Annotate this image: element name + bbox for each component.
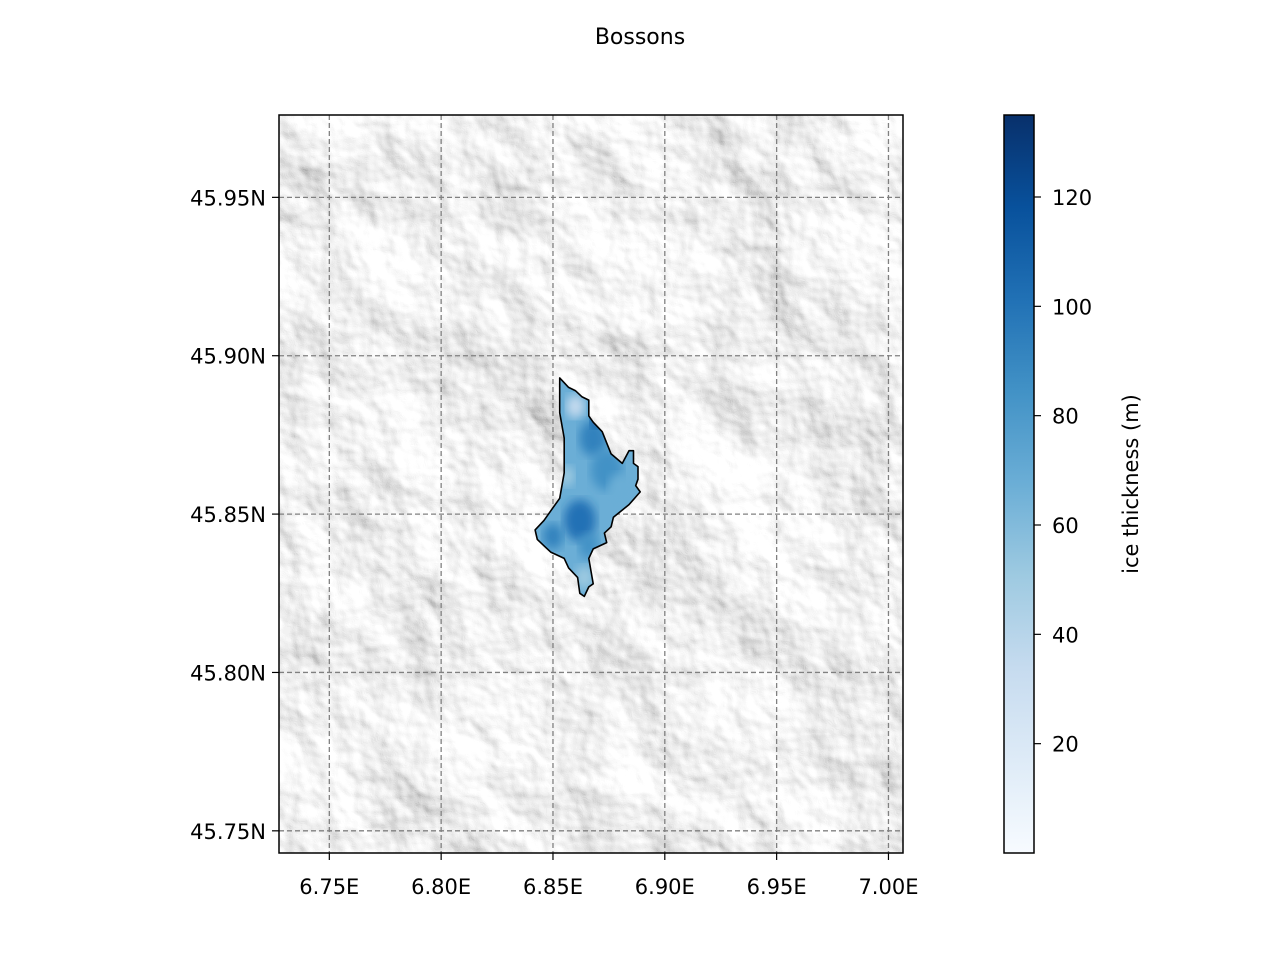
y-tick-label: 45.90N [190,345,266,369]
x-tick-label: 6.80E [411,875,471,899]
x-tick-label: 7.00E [858,875,918,899]
thickness-patch [542,523,563,550]
map-frame [278,114,904,854]
colorbar-tick-label: 100 [1052,295,1092,319]
glacier-thickness-layer [534,377,641,598]
colorbar-label: ice thickness (m) [1119,394,1143,574]
colorbar-ticks: 20 40 60 80 100 120 [1034,186,1092,757]
map-panel: 6.75E 6.80E 6.85E 6.90E 6.95E 7.00E 45.95N45.… [190,114,918,899]
glacier-outline [534,377,641,598]
x-tick-label: 6.90E [635,875,695,899]
colorbar-gradient [1004,115,1034,853]
x-tick-label: 6.95E [747,875,807,899]
colorbar: 20 40 60 80 100 120 ice thickness (m) [1003,114,1143,854]
thickness-patch [575,565,594,590]
y-tick-label: 45.95N [190,186,266,210]
colorbar-tick-label: 40 [1052,623,1079,647]
x-tick-label: 6.85E [523,875,583,899]
thickness-patch [608,473,633,505]
thickness-patch [566,394,585,419]
thickness-patch [563,499,596,542]
colorbar-tick-label: 80 [1052,405,1079,429]
x-tick-label: 6.75E [299,875,359,899]
colorbar-tick-label: 20 [1052,733,1079,757]
map-y-axis: 45.95N 45.90N 45.85N 45.80N 45.75N [190,186,279,844]
y-tick-label: 45.75N [190,820,266,844]
y-tick-label: 45.85N [190,503,266,527]
map-gridlines [279,115,903,853]
figure-title: Bossons [595,25,685,50]
y-tick-label: 45.80N [190,661,266,685]
map-x-axis: 6.75E 6.80E 6.85E 6.90E 6.95E 7.00E [299,853,918,899]
colorbar-tick-label: 120 [1052,186,1092,210]
colorbar-tick-label: 60 [1052,514,1079,538]
colorbar-frame [1003,114,1035,854]
